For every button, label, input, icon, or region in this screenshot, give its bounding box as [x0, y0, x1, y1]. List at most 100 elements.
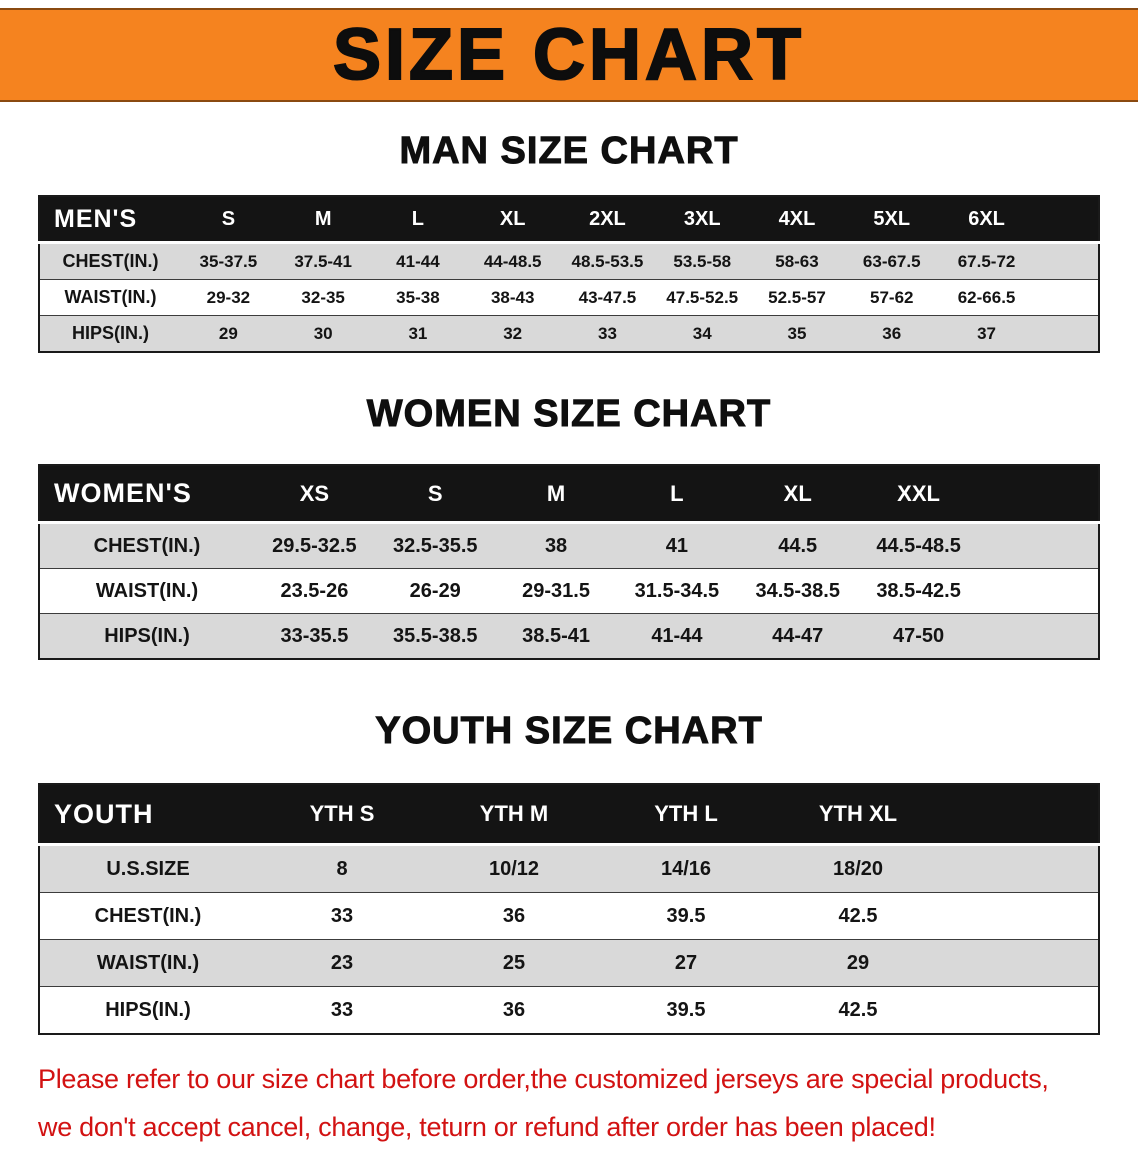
table-cell: 29-32: [181, 279, 276, 316]
table-cell: 41-44: [370, 242, 466, 280]
column-header: S: [181, 196, 276, 244]
table-cell: 35-38: [370, 279, 466, 316]
header-row: MEN'S S M L XL 2XL 3XL 4XL 5XL 6XL: [39, 196, 1099, 244]
table-cell: 47-50: [858, 613, 979, 659]
table-cell: 36: [844, 315, 940, 352]
column-header: YTH S: [256, 784, 428, 846]
table-cell: 31: [370, 315, 466, 352]
table-row: CHEST(IN.) 33 36 39.5 42.5: [39, 892, 1099, 940]
women-size-table: WOMEN'S XS S M L XL XXL CHEST(IN.) 29.5-32.5 32.5…: [38, 464, 1100, 660]
youth-size-table: YOUTH YTH S YTH M YTH L YTH XL U.S.SIZE 8 10/12…: [38, 783, 1100, 1035]
youth-size-section: YOUTH SIZE CHART YOUTH YTH S YTH M YTH L YTH…: [0, 710, 1138, 1035]
men-size-section: MAN SIZE CHART MEN'S S M L XL 2XL 3XL 4XL 5XL 6XL…: [0, 130, 1138, 353]
row-label: U.S.SIZE: [39, 844, 256, 893]
table-cell: 33: [256, 986, 428, 1034]
women-size-section: WOMEN SIZE CHART WOMEN'S XS S M L XL XXL CHEST(…: [0, 393, 1138, 660]
row-spacer-cell: [979, 568, 1099, 614]
table-title-cell: YOUTH: [39, 784, 256, 846]
table-row: U.S.SIZE 8 10/12 14/16 18/20: [39, 844, 1099, 893]
row-spacer-cell: [944, 986, 1099, 1034]
table-cell: 33-35.5: [254, 613, 375, 659]
table-cell: 44-47: [737, 613, 859, 659]
table-cell: 36: [428, 892, 600, 940]
table-cell: 44-48.5: [465, 242, 561, 280]
table-row: CHEST(IN.) 29.5-32.5 32.5-35.5 38 41 44.5 44.5…: [39, 522, 1099, 569]
women-section-heading: WOMEN SIZE CHART: [366, 393, 772, 436]
column-header: 3XL: [654, 196, 750, 244]
table-cell: 53.5-58: [654, 242, 750, 280]
banner: SIZE CHART: [0, 8, 1138, 102]
table-row: HIPS(IN.) 33 36 39.5 42.5: [39, 986, 1099, 1034]
row-spacer-cell: [1034, 242, 1099, 280]
column-header: M: [275, 196, 371, 244]
row-spacer-cell: [1034, 315, 1099, 352]
table-row: HIPS(IN.) 29 30 31 32 33 34 35 36 37: [39, 315, 1099, 352]
table-cell: 37: [939, 315, 1034, 352]
men-section-heading: MAN SIZE CHART: [399, 130, 739, 173]
table-cell: 48.5-53.5: [560, 242, 655, 280]
table-cell: 63-67.5: [844, 242, 940, 280]
table-cell: 36: [428, 986, 600, 1034]
table-cell: 42.5: [772, 892, 944, 940]
men-size-table: MEN'S S M L XL 2XL 3XL 4XL 5XL 6XL CHEST(IN.) 35-37…: [38, 195, 1100, 353]
header-spacer-cell: [944, 784, 1099, 846]
column-header: YTH XL: [772, 784, 944, 846]
table-cell: 29.5-32.5: [254, 522, 375, 569]
table-cell: 41: [616, 522, 738, 569]
size-table: WOMEN'S XS S M L XL XXL CHEST(IN.) 29.5-32.5 32.5…: [38, 464, 1100, 660]
youth-section-heading: YOUTH SIZE CHART: [375, 710, 763, 753]
table-cell: 39.5: [600, 986, 772, 1034]
table-row: CHEST(IN.) 35-37.5 37.5-41 41-44 44-48.5 48.5…: [39, 242, 1099, 280]
table-cell: 26-29: [374, 568, 496, 614]
table-cell: 23: [256, 939, 428, 987]
row-spacer-cell: [979, 613, 1099, 659]
table-cell: 35: [749, 315, 845, 352]
table-cell: 62-66.5: [939, 279, 1034, 316]
table-cell: 47.5-52.5: [654, 279, 750, 316]
table-cell: 39.5: [600, 892, 772, 940]
row-spacer-cell: [944, 939, 1099, 987]
table-row: HIPS(IN.) 33-35.5 35.5-38.5 38.5-41 41-44 44-…: [39, 613, 1099, 659]
table-cell: 27: [600, 939, 772, 987]
table-cell: 32: [465, 315, 561, 352]
column-header: 4XL: [749, 196, 845, 244]
table-cell: 29: [181, 315, 276, 352]
column-header: YTH L: [600, 784, 772, 846]
table-cell: 34: [654, 315, 750, 352]
table-cell: 32.5-35.5: [374, 522, 496, 569]
table-cell: 34.5-38.5: [737, 568, 859, 614]
table-cell: 32-35: [275, 279, 371, 316]
table-cell: 31.5-34.5: [616, 568, 738, 614]
table-cell: 38-43: [465, 279, 561, 316]
table-cell: 57-62: [844, 279, 940, 316]
row-spacer-cell: [944, 844, 1099, 893]
column-header: XL: [737, 465, 859, 524]
row-label: HIPS(IN.): [39, 986, 256, 1034]
banner-title: SIZE CHART: [332, 15, 805, 95]
header-row: WOMEN'S XS S M L XL XXL: [39, 465, 1099, 524]
row-label: HIPS(IN.): [39, 315, 181, 352]
table-cell: 18/20: [772, 844, 944, 893]
table-row: WAIST(IN.) 23 25 27 29: [39, 939, 1099, 987]
row-label: CHEST(IN.): [39, 522, 254, 569]
row-label: WAIST(IN.): [39, 279, 181, 316]
row-spacer-cell: [944, 892, 1099, 940]
header-spacer-cell: [1034, 196, 1099, 244]
footer-line-1: Please refer to our size chart before or…: [38, 1064, 1049, 1094]
column-header: 5XL: [844, 196, 940, 244]
table-cell: 67.5-72: [939, 242, 1034, 280]
column-header: L: [370, 196, 466, 244]
table-cell: 38.5-42.5: [858, 568, 979, 614]
table-cell: 37.5-41: [275, 242, 371, 280]
table-cell: 35-37.5: [181, 242, 276, 280]
table-cell: 58-63: [749, 242, 845, 280]
table-cell: 44.5: [737, 522, 859, 569]
table-cell: 33: [560, 315, 655, 352]
column-header: L: [616, 465, 738, 524]
column-header: YTH M: [428, 784, 600, 846]
row-label: CHEST(IN.): [39, 242, 181, 280]
table-cell: 25: [428, 939, 600, 987]
row-spacer-cell: [1034, 279, 1099, 316]
table-cell: 30: [275, 315, 371, 352]
table-cell: 41-44: [616, 613, 738, 659]
